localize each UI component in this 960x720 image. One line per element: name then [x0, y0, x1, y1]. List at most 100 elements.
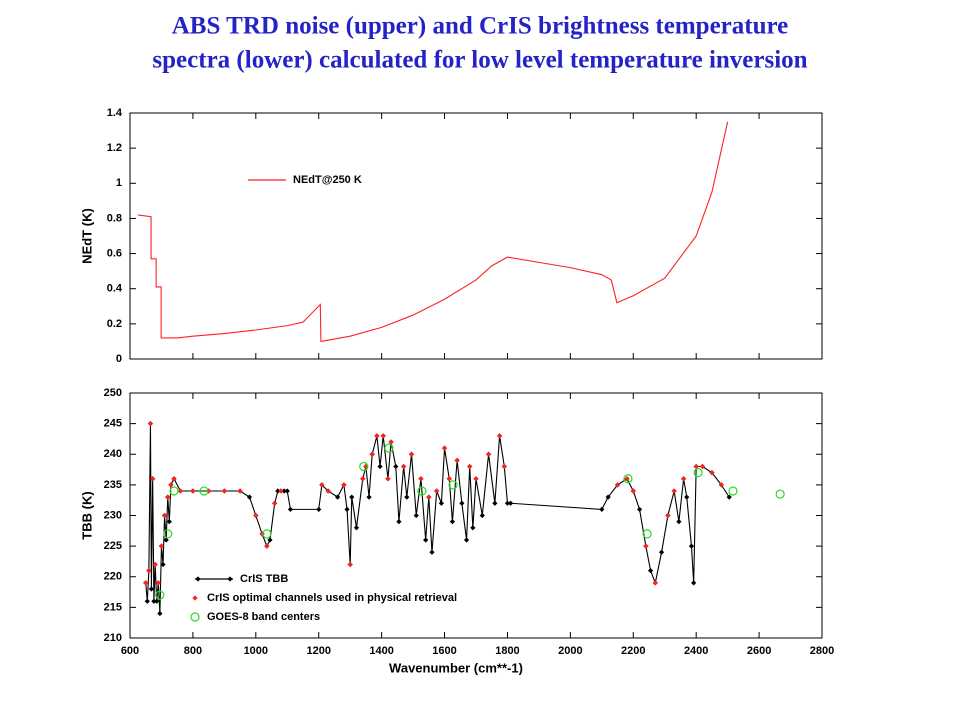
marker [404, 494, 410, 500]
marker [347, 561, 353, 568]
marker [360, 476, 366, 482]
x-tick-label: 2400 [684, 645, 708, 657]
marker [501, 463, 507, 470]
marker [709, 470, 715, 476]
legend-marker [190, 612, 200, 622]
marker [151, 598, 157, 604]
marker [171, 476, 177, 482]
marker [401, 463, 407, 470]
marker [237, 488, 243, 494]
marker [614, 482, 621, 488]
marker [463, 537, 470, 543]
slide-title: ABS TRD noise (upper) and CrIS brightnes… [172, 13, 788, 40]
marker [396, 519, 402, 525]
marker [636, 506, 643, 512]
marker [665, 512, 671, 519]
marker [726, 494, 732, 500]
marker [470, 525, 476, 531]
marker [177, 488, 183, 494]
marker [144, 598, 150, 604]
x-tick-label: 1400 [369, 645, 393, 657]
marker [281, 488, 287, 494]
marker [691, 580, 697, 586]
marker [272, 500, 278, 506]
marker [446, 476, 452, 482]
marker [366, 494, 372, 500]
marker [599, 506, 605, 512]
marker [496, 433, 503, 439]
marker [681, 476, 687, 482]
marker [168, 482, 174, 488]
marker [160, 561, 166, 568]
marker [143, 580, 149, 586]
marker [388, 439, 394, 445]
y-tick-label: 1.2 [107, 142, 122, 154]
marker [642, 529, 652, 539]
marker [316, 506, 322, 512]
marker [190, 488, 196, 494]
y-tick-label: 0.4 [107, 283, 123, 295]
x-tick-label: 600 [121, 645, 139, 657]
x-tick-label: 800 [184, 645, 202, 657]
marker [728, 486, 738, 496]
x-tick-label: 2200 [621, 645, 645, 657]
marker [485, 451, 492, 457]
marker [377, 463, 383, 470]
legend-label: NEdT@250 K [293, 174, 362, 186]
legend-label: CrIS optimal channels used in physical r… [207, 592, 457, 604]
marker [408, 451, 415, 457]
marker [150, 476, 156, 482]
y-tick-label: 225 [104, 540, 122, 552]
marker [163, 537, 169, 543]
marker [699, 463, 706, 470]
marker [623, 474, 633, 484]
y-tick-label: 250 [104, 387, 122, 399]
marker [693, 463, 699, 470]
marker [148, 586, 154, 592]
marker [253, 512, 259, 519]
marker [165, 494, 171, 500]
y-tick-label: 1 [116, 177, 122, 189]
marker [652, 580, 658, 586]
plot-frame [129, 112, 823, 360]
marker [287, 506, 294, 512]
y-tick-label: 1.4 [107, 107, 123, 119]
marker [459, 500, 465, 506]
marker [423, 537, 429, 543]
y-axis-label: TBB (K) [79, 491, 94, 539]
marker [479, 512, 485, 519]
marker [162, 512, 168, 519]
marker [647, 568, 654, 574]
marker [449, 519, 456, 525]
x-tick-label: 1800 [495, 645, 519, 657]
marker [676, 519, 682, 525]
x-tick-label: 1000 [244, 645, 268, 657]
x-axis-label: Wavenumber (cm**-1) [389, 660, 523, 675]
marker [473, 476, 479, 482]
y-tick-label: 240 [104, 448, 122, 460]
marker [693, 468, 703, 478]
marker [158, 543, 165, 549]
marker [221, 488, 227, 494]
marker [369, 451, 375, 457]
marker [199, 486, 209, 496]
marker [166, 519, 172, 525]
marker [658, 549, 665, 555]
marker [152, 561, 158, 568]
legend-label: GOES-8 band centers [207, 611, 320, 623]
marker [155, 580, 161, 586]
marker [684, 494, 690, 500]
legend-marker [195, 576, 201, 582]
x-tick-label: 1200 [306, 645, 330, 657]
marker [418, 476, 424, 482]
x-tick-label: 2800 [810, 645, 834, 657]
marker [157, 610, 163, 617]
marker [359, 461, 369, 472]
y-tick-label: 0.2 [107, 318, 122, 330]
x-tick-label: 2600 [747, 645, 771, 657]
y-axis-label: NEdT (K) [79, 208, 94, 264]
legend-label: CrIS TBB [240, 573, 288, 585]
marker [264, 543, 270, 549]
marker [155, 590, 165, 600]
